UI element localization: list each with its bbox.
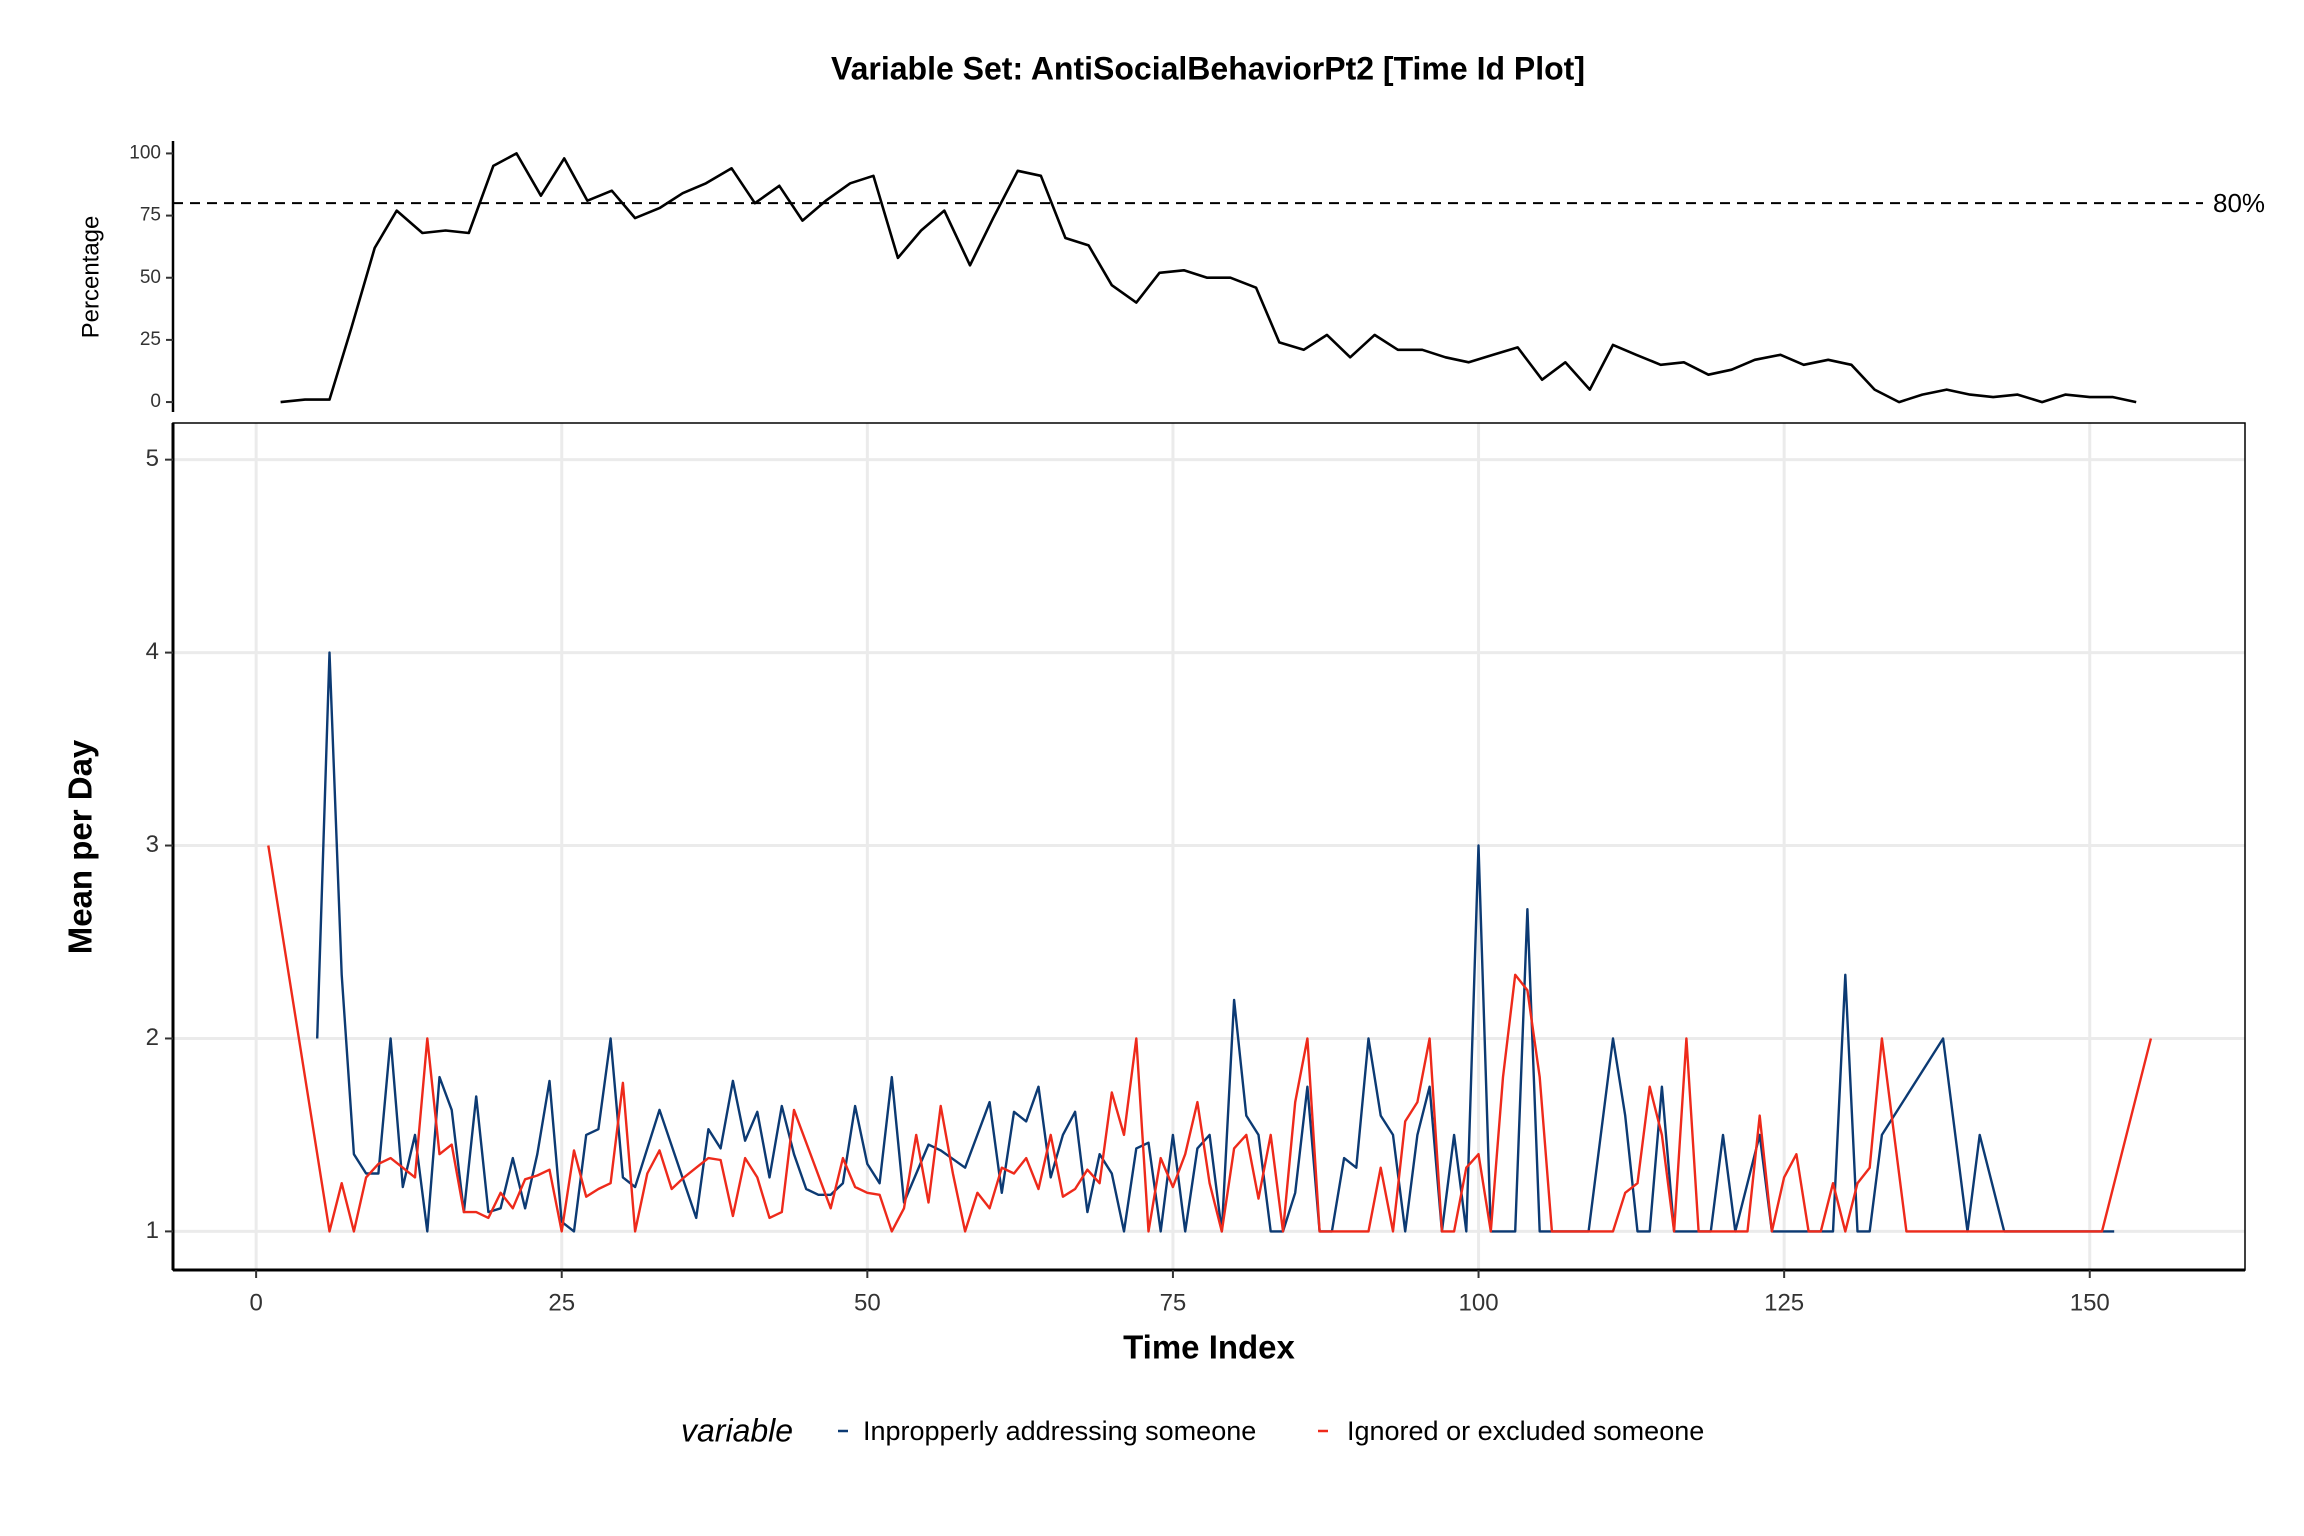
- y-tick-label: 0: [150, 391, 161, 412]
- chart-title: Variable Set: AntiSocialBehaviorPt2 [Tim…: [831, 50, 1585, 86]
- x-tick-label: 100: [1459, 1289, 1499, 1316]
- x-tick-label: 150: [2070, 1289, 2110, 1316]
- x-tick-label: 125: [1764, 1289, 1804, 1316]
- y-tick-label: 50: [140, 267, 161, 288]
- y-axis-title: Mean per Day: [62, 739, 99, 954]
- y-tick-label: 75: [140, 205, 161, 226]
- series-line: [267, 845, 2153, 1233]
- x-tick-label: 25: [548, 1289, 575, 1316]
- line: [280, 152, 2137, 404]
- y-tick-label: 1: [146, 1217, 159, 1244]
- legend-label: Ignored or excluded someone: [1347, 1416, 1704, 1446]
- series-line: [316, 651, 2115, 1233]
- reference-label: 80%: [2213, 188, 2265, 218]
- y-tick-label: 5: [146, 445, 159, 472]
- y-tick-label: 25: [140, 329, 161, 350]
- y-tick-label: 100: [129, 142, 161, 163]
- x-axis-title: Time Index: [1123, 1329, 1295, 1366]
- y-tick-label: 3: [146, 831, 159, 858]
- x-tick-label: 0: [249, 1289, 262, 1316]
- x-tick-label: 50: [854, 1289, 881, 1316]
- y-tick-label: 4: [146, 638, 159, 665]
- y-axis-title: Percentage: [77, 216, 104, 339]
- legend-title: variable: [681, 1412, 793, 1448]
- y-tick-label: 2: [146, 1024, 159, 1051]
- legend-label: Inpropperly addressing someone: [863, 1416, 1256, 1446]
- x-tick-label: 75: [1160, 1289, 1187, 1316]
